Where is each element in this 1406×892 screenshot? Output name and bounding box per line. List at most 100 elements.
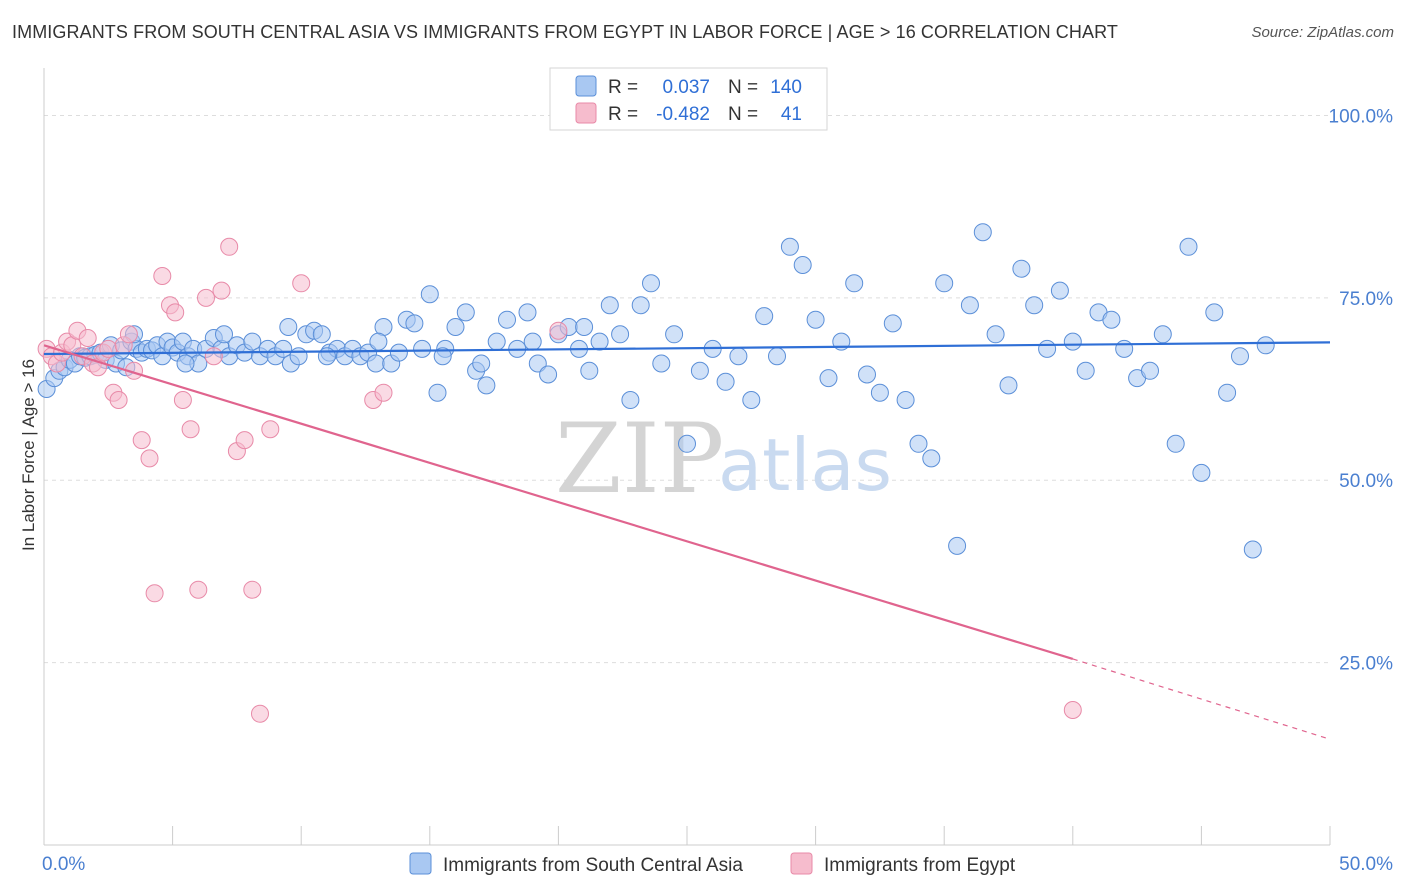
sca-point-131 [177, 355, 194, 372]
y-tick-label-0: 25.0% [1339, 654, 1393, 675]
gridlines [44, 115, 1330, 662]
sca-point-134 [318, 348, 335, 365]
egypt-point-8 [79, 330, 96, 347]
sca-point-84 [679, 435, 696, 452]
egypt-point-16 [120, 326, 137, 343]
sca-point-76 [591, 333, 608, 350]
sca-point-125 [1206, 304, 1223, 321]
sca-point-127 [1232, 348, 1249, 365]
sca-point-93 [794, 257, 811, 274]
sca-point-83 [666, 326, 683, 343]
sca-point-105 [949, 537, 966, 554]
y-tick-labels: 25.0% 50.0% 75.0% 100.0% [1329, 106, 1394, 674]
sca-point-120 [1142, 362, 1159, 379]
sca-point-82 [653, 355, 670, 372]
sca-point-115 [1077, 362, 1094, 379]
egypt-point-20 [146, 585, 163, 602]
sca-point-107 [974, 224, 991, 241]
x-tick-label-1: 50.0% [1339, 854, 1393, 875]
legend-n-value-2: 41 [781, 104, 802, 125]
sca-point-62 [447, 319, 464, 336]
sca-point-102 [910, 435, 927, 452]
sca-point-118 [1116, 340, 1133, 357]
watermark-zip: ZIP [555, 403, 724, 515]
sca-point-124 [1193, 464, 1210, 481]
egypt-point-23 [167, 304, 184, 321]
egypt-point-35 [262, 421, 279, 438]
legend-pink-swatch [576, 103, 596, 123]
egypt-point-36 [293, 275, 310, 292]
sca-point-129 [1257, 337, 1274, 354]
sca-point-112 [1039, 340, 1056, 357]
egypt-point-26 [190, 581, 207, 598]
sca-point-139 [576, 319, 593, 336]
sca-point-60 [429, 384, 446, 401]
sca-point-92 [781, 238, 798, 255]
sca-point-111 [1026, 297, 1043, 314]
stats-legend: R = 0.037 N = 140 R = -0.482 N = 41 [550, 68, 827, 130]
watermark-atlas: atlas [718, 423, 892, 507]
sca-point-133 [280, 319, 297, 336]
bottom-legend-blue-swatch [410, 853, 431, 874]
bottom-legend-label-2: Immigrants from Egypt [824, 855, 1016, 876]
sca-point-67 [499, 311, 516, 328]
sca-point-79 [622, 392, 639, 409]
sca-point-101 [897, 392, 914, 409]
egypt-point-18 [133, 432, 150, 449]
sca-point-65 [478, 377, 495, 394]
sca-point-78 [612, 326, 629, 343]
sca-point-135 [370, 333, 387, 350]
sca-point-66 [488, 333, 505, 350]
legend-n-value-1: 140 [770, 77, 802, 98]
sca-point-104 [936, 275, 953, 292]
legend-r-value-1: 0.037 [662, 77, 710, 98]
sca-point-122 [1167, 435, 1184, 452]
x-tick-label-0: 0.0% [42, 854, 85, 875]
sca-point-99 [871, 384, 888, 401]
trend-line-egypt-extension [1073, 659, 1330, 739]
egypt-point-14 [110, 392, 127, 409]
sca-point-109 [1000, 377, 1017, 394]
sca-point-137 [473, 355, 490, 372]
y-tick-label-2: 75.0% [1339, 289, 1393, 310]
sca-point-94 [807, 311, 824, 328]
trend-lines [44, 342, 1330, 739]
sca-point-90 [756, 308, 773, 325]
sca-point-106 [961, 297, 978, 314]
trend-line-egypt [44, 345, 1073, 659]
sca-point-42 [290, 348, 307, 365]
y-axis-label: In Labor Force | Age > 16 [19, 359, 38, 551]
sca-point-97 [846, 275, 863, 292]
y-tick-label-1: 50.0% [1339, 471, 1393, 492]
sca-point-121 [1154, 326, 1171, 343]
bottom-legend-pink-swatch [791, 853, 812, 874]
egypt-point-28 [205, 348, 222, 365]
sca-point-114 [1064, 333, 1081, 350]
bottom-legend-label-1: Immigrants from South Central Asia [443, 855, 743, 876]
sca-point-57 [406, 315, 423, 332]
sca-point-100 [884, 315, 901, 332]
sca-point-87 [717, 373, 734, 390]
egypt-point-27 [198, 289, 215, 306]
legend-r-label-1: R = [608, 77, 638, 98]
sca-point-63 [457, 304, 474, 321]
sca-point-123 [1180, 238, 1197, 255]
egypt-point-12 [100, 340, 117, 357]
egypt-point-32 [236, 432, 253, 449]
sca-point-77 [601, 297, 618, 314]
y-tick-label-3: 100.0% [1329, 106, 1394, 127]
legend-n-label-1: N = [728, 77, 758, 98]
legend-r-value-2: -0.482 [656, 104, 710, 125]
sca-point-75 [581, 362, 598, 379]
egypt-point-38 [375, 384, 392, 401]
sca-point-71 [540, 366, 557, 383]
sca-point-80 [632, 297, 649, 314]
egypt-point-19 [141, 450, 158, 467]
sca-point-95 [820, 370, 837, 387]
sca-point-91 [769, 348, 786, 365]
egypt-point-34 [252, 705, 269, 722]
sca-point-128 [1244, 541, 1261, 558]
egypt-point-30 [221, 238, 238, 255]
sca-point-89 [743, 392, 760, 409]
legend-n-label-2: N = [728, 104, 758, 125]
